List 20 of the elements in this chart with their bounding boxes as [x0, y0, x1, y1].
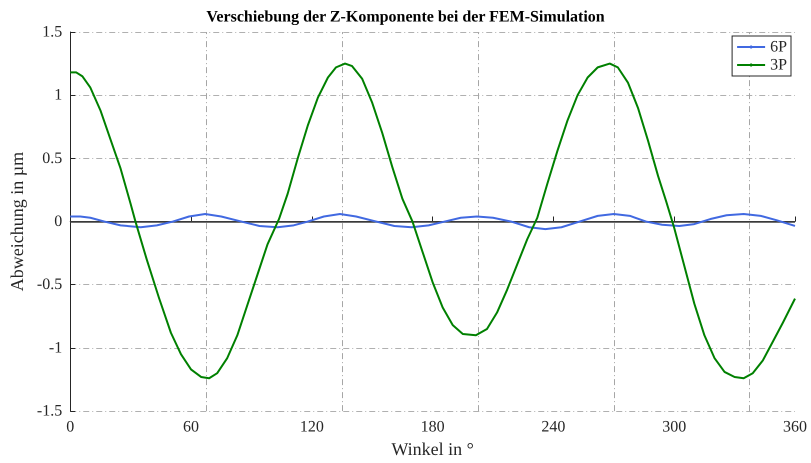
- x-tick-label: 60: [183, 418, 200, 436]
- x-tick-label: 360: [783, 418, 807, 436]
- y-tick-label: -1: [48, 339, 62, 356]
- x-axis-title: Winkel in °: [391, 439, 474, 459]
- x-tick-label: 300: [662, 418, 686, 436]
- y-tick-label: -1.5: [36, 402, 62, 420]
- y-tick-label: 0: [54, 213, 62, 230]
- y-tick-label: 0.5: [42, 150, 62, 167]
- y-tick-label: 1.5: [42, 24, 62, 40]
- y-tick-label: 1: [54, 86, 62, 104]
- legend-label: 6P: [770, 38, 788, 56]
- x-tick-label: 180: [420, 418, 445, 436]
- y-axis-title: Abweichung in µm: [7, 152, 27, 292]
- line-series: [69, 212, 796, 230]
- x-tick-label: 240: [541, 418, 566, 436]
- y-tick-label: -0.5: [36, 276, 62, 294]
- chart-title: Verschiebung der Z-Komponente bei der FEM-Simulation: [206, 8, 605, 26]
- x-tick-label: 120: [300, 418, 324, 436]
- legend-label: 3P: [770, 56, 788, 74]
- x-tick-label: 0: [66, 418, 74, 436]
